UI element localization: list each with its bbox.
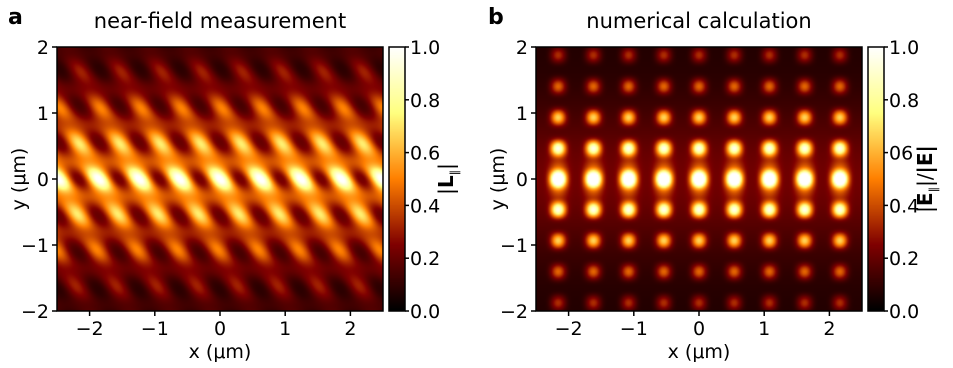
colorbar-tick-label: 0.2 xyxy=(889,248,919,270)
y-tick-label: −1 xyxy=(500,235,528,257)
colorbar-tick-label: 1.0 xyxy=(410,37,440,59)
colorbar-tick-label: 0.2 xyxy=(410,248,440,270)
colorbar-tick-label: 0.0 xyxy=(410,301,440,323)
x-tick-label: 2 xyxy=(344,318,356,340)
y-tick-label: −1 xyxy=(21,235,49,257)
colorbar-label: |E∥|/|E| xyxy=(913,145,940,213)
x-tick-label: −2 xyxy=(555,318,583,340)
colorbar-gradient xyxy=(868,47,884,311)
x-tick-label: 1 xyxy=(758,318,770,340)
x-axis-label: x (μm) xyxy=(189,341,252,363)
heatmap-image xyxy=(57,47,383,311)
x-axis-label: x (μm) xyxy=(668,341,731,363)
colorbar-tick-label: 0.4 xyxy=(410,195,440,217)
panel-label: b xyxy=(488,5,504,30)
colorbar-tick-label: 1.0 xyxy=(889,37,919,59)
colorbar-frame xyxy=(867,46,885,312)
colorbar-label: |L∥| xyxy=(434,163,461,195)
x-tick-label: 2 xyxy=(823,318,835,340)
colorbar-tick-label: 0.8 xyxy=(889,90,919,112)
y-tick-label: 0 xyxy=(37,169,49,191)
panel-a: a near-field measurement −2 −1 0 1 2 x (μm) −2 −1… xyxy=(8,5,461,363)
x-tick-label: 0 xyxy=(214,318,226,340)
heatmap-image xyxy=(536,47,862,311)
colorbar-tick-label: 0.6 xyxy=(410,143,440,165)
panel-label: a xyxy=(8,5,23,30)
colorbar-frame xyxy=(388,46,406,312)
colorbar-tick-label: 0.0 xyxy=(889,301,919,323)
x-tick-label: 0 xyxy=(693,318,705,340)
y-axis-label: y (μm) xyxy=(487,148,509,211)
x-tick-label: 1 xyxy=(279,318,291,340)
x-tick-label: −1 xyxy=(620,318,648,340)
panel-title: near-field measurement xyxy=(94,9,346,33)
colorbar-tick-label: 0.8 xyxy=(410,90,440,112)
y-tick-label: −2 xyxy=(500,301,528,323)
y-tick-label: 2 xyxy=(516,37,528,59)
y-tick-label: 1 xyxy=(37,103,49,125)
y-tick-label: 0 xyxy=(516,169,528,191)
y-axis-label: y (μm) xyxy=(8,148,30,211)
x-tick-label: −2 xyxy=(76,318,104,340)
y-tick-label: 1 xyxy=(516,103,528,125)
colorbar-tick-label: 06 xyxy=(889,143,913,165)
colorbar-tick-label: 0.4 xyxy=(889,195,919,217)
panel-b: b numerical calculation −2 −1 0 1 2 x (μm) −2 −1 0… xyxy=(487,5,940,363)
y-tick-label: 2 xyxy=(37,37,49,59)
colorbar-gradient xyxy=(389,47,405,311)
x-tick-label: −1 xyxy=(141,318,169,340)
y-tick-label: −2 xyxy=(21,301,49,323)
panel-title: numerical calculation xyxy=(586,9,811,33)
